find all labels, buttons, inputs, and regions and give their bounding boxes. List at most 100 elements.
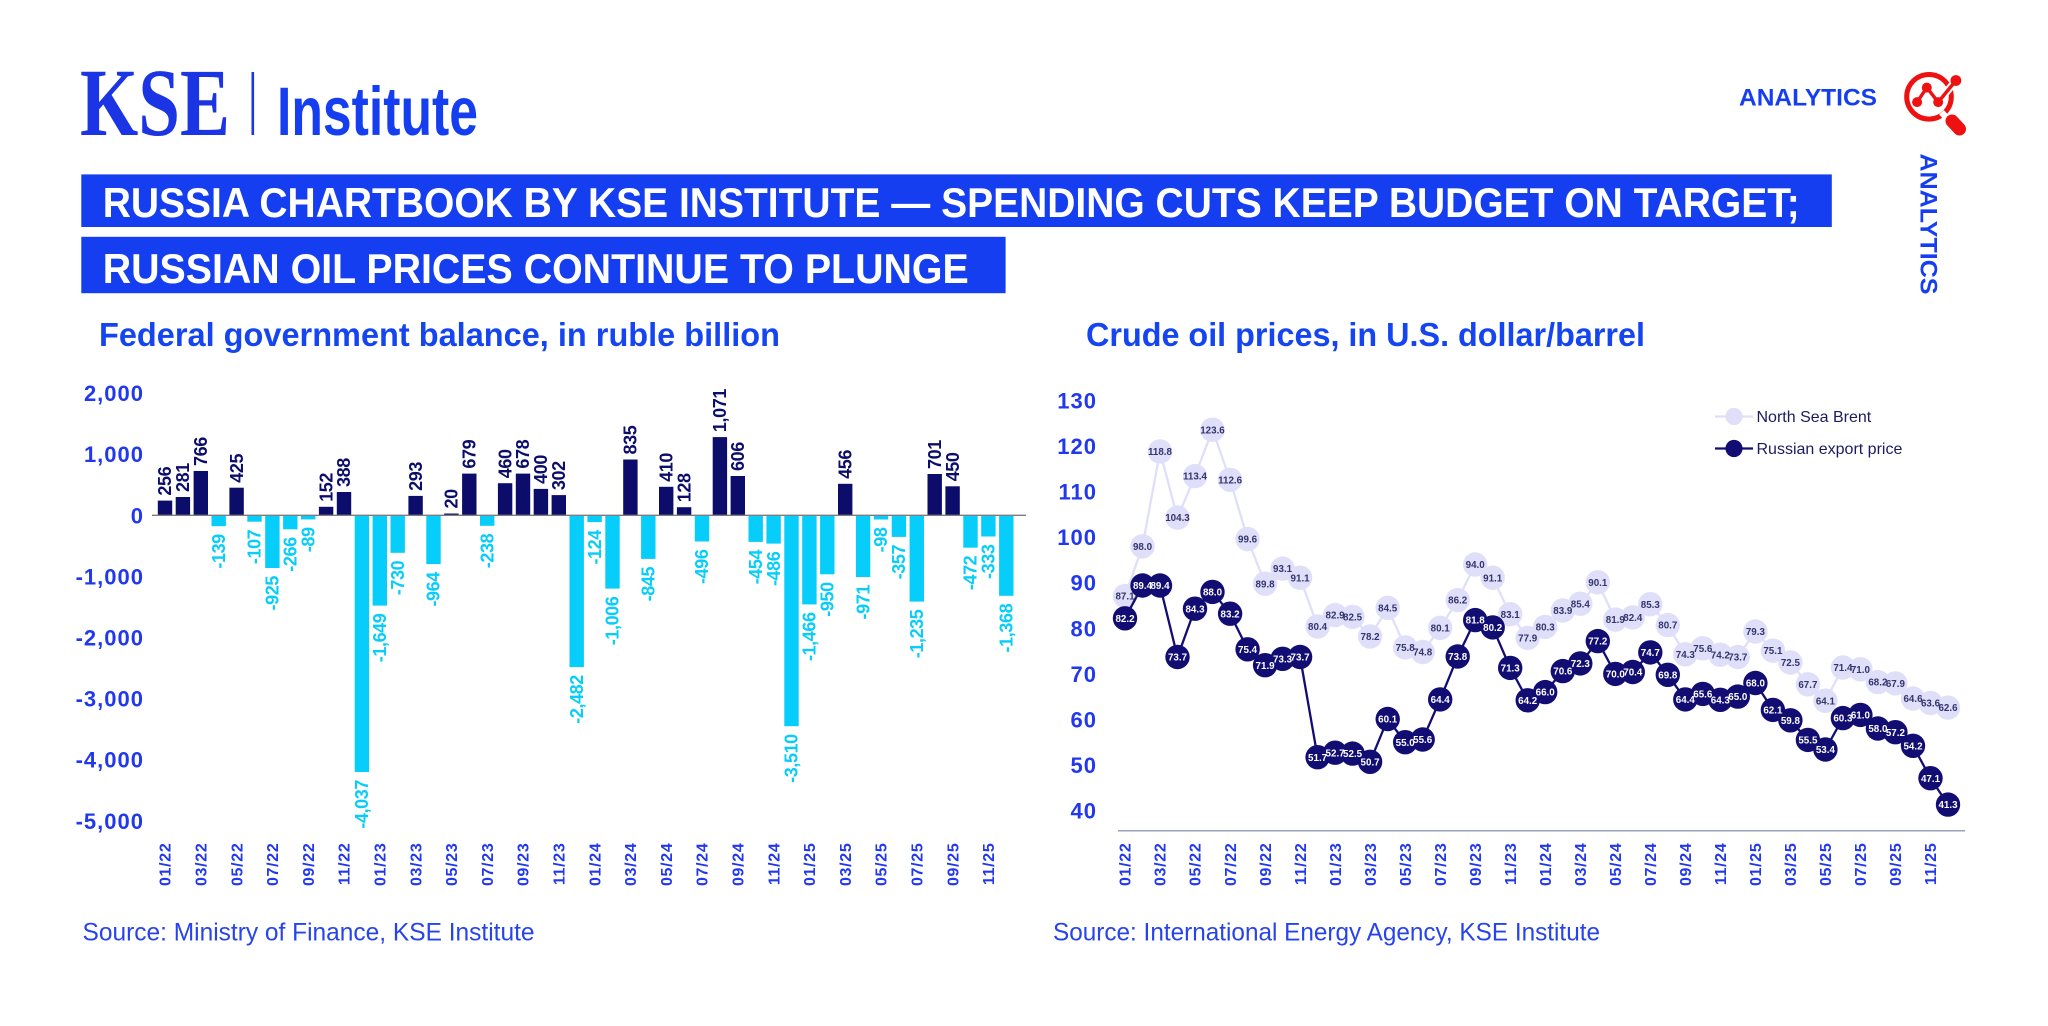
svg-text:293: 293	[406, 462, 426, 491]
svg-text:51.7: 51.7	[1308, 753, 1328, 764]
svg-text:-1,466: -1,466	[800, 612, 820, 661]
svg-text:03/25: 03/25	[838, 843, 855, 887]
svg-text:60: 60	[1071, 707, 1097, 732]
svg-text:835: 835	[621, 425, 641, 454]
svg-text:03/24: 03/24	[1573, 843, 1590, 887]
svg-text:73.7: 73.7	[1291, 653, 1311, 664]
svg-text:83.9: 83.9	[1553, 606, 1573, 617]
svg-text:-971: -971	[853, 585, 873, 620]
svg-text:65.6: 65.6	[1693, 690, 1713, 701]
svg-text:41.3: 41.3	[1938, 800, 1958, 811]
svg-text:North Sea Brent: North Sea Brent	[1757, 409, 1872, 426]
svg-text:82.2: 82.2	[1115, 614, 1135, 625]
svg-text:55.5: 55.5	[1798, 736, 1818, 747]
svg-text:07/23: 07/23	[480, 843, 497, 887]
svg-text:82.9: 82.9	[1326, 611, 1346, 622]
svg-text:63.6: 63.6	[1921, 699, 1941, 710]
svg-text:-3,000: -3,000	[76, 687, 144, 712]
svg-text:-1,000: -1,000	[76, 564, 144, 589]
svg-text:86.2: 86.2	[1448, 596, 1468, 607]
svg-text:55.6: 55.6	[1413, 735, 1433, 746]
svg-text:73.7: 73.7	[1728, 653, 1748, 664]
svg-text:RUSSIAN OIL PRICES CONTINUE TO: RUSSIAN OIL PRICES CONTINUE TO PLUNGE	[103, 245, 969, 292]
svg-text:Crude oil prices, in U.S. doll: Crude oil prices, in U.S. dollar/barrel	[1086, 316, 1645, 353]
svg-text:84.5: 84.5	[1378, 603, 1398, 614]
svg-text:73.3: 73.3	[1273, 654, 1293, 665]
svg-text:09/24: 09/24	[1678, 843, 1695, 887]
svg-text:-4,037: -4,037	[352, 780, 372, 829]
svg-text:80.1: 80.1	[1431, 623, 1451, 634]
svg-text:75.6: 75.6	[1693, 644, 1713, 655]
svg-text:03/25: 03/25	[1783, 843, 1800, 887]
svg-text:60.3: 60.3	[1833, 714, 1853, 725]
svg-text:-486: -486	[764, 551, 784, 586]
svg-text:73.8: 73.8	[1448, 652, 1468, 663]
svg-text:410: 410	[656, 453, 676, 482]
svg-text:-950: -950	[818, 582, 838, 617]
svg-text:89.4: 89.4	[1133, 581, 1153, 592]
svg-text:-925: -925	[263, 576, 283, 611]
svg-text:05/22: 05/22	[1188, 843, 1205, 887]
svg-text:74.8: 74.8	[1413, 648, 1433, 659]
svg-text:62.1: 62.1	[1763, 706, 1783, 717]
svg-text:74.2: 74.2	[1711, 650, 1731, 661]
svg-text:0: 0	[131, 503, 144, 528]
svg-text:Russian export price: Russian export price	[1757, 441, 1903, 458]
svg-text:456: 456	[835, 450, 855, 479]
svg-text:Source: Ministry of Finance, K: Source: Ministry of Finance, KSE Institu…	[83, 919, 535, 947]
svg-text:80.3: 80.3	[1536, 623, 1556, 634]
svg-text:-1,235: -1,235	[907, 609, 927, 658]
svg-text:82.5: 82.5	[1343, 613, 1363, 624]
svg-text:54.2: 54.2	[1903, 741, 1923, 752]
svg-text:87.1: 87.1	[1115, 592, 1135, 603]
svg-text:80: 80	[1071, 616, 1097, 641]
svg-text:05/22: 05/22	[229, 843, 246, 887]
svg-text:01/25: 01/25	[1748, 843, 1765, 887]
svg-text:75.8: 75.8	[1396, 643, 1416, 654]
svg-text:100: 100	[1057, 525, 1097, 550]
svg-text:70.4: 70.4	[1623, 668, 1643, 679]
svg-text:-357: -357	[889, 545, 909, 580]
svg-text:81.8: 81.8	[1466, 616, 1486, 627]
svg-text:50: 50	[1071, 753, 1097, 778]
svg-text:09/23: 09/23	[1468, 843, 1485, 887]
svg-text:40: 40	[1071, 799, 1097, 824]
svg-text:57.2: 57.2	[1886, 728, 1906, 739]
svg-text:450: 450	[943, 452, 963, 481]
svg-text:130: 130	[1057, 389, 1097, 414]
svg-text:64.4: 64.4	[1431, 695, 1451, 706]
svg-text:120: 120	[1057, 434, 1097, 459]
svg-text:83.2: 83.2	[1221, 609, 1241, 620]
svg-text:05/23: 05/23	[1398, 843, 1415, 887]
svg-text:59.8: 59.8	[1781, 716, 1801, 727]
svg-text:80.4: 80.4	[1308, 622, 1328, 633]
svg-text:07/23: 07/23	[1433, 843, 1450, 887]
svg-text:01/25: 01/25	[802, 843, 819, 887]
svg-text:01/23: 01/23	[373, 843, 390, 887]
svg-text:74.3: 74.3	[1676, 650, 1696, 661]
svg-text:-2,000: -2,000	[76, 626, 144, 651]
svg-text:62.6: 62.6	[1938, 703, 1958, 714]
svg-text:67.7: 67.7	[1798, 680, 1818, 691]
svg-text:70: 70	[1071, 662, 1097, 687]
svg-text:50.7: 50.7	[1361, 757, 1381, 768]
svg-text:118.8: 118.8	[1148, 447, 1173, 458]
svg-text:70.6: 70.6	[1553, 667, 1573, 678]
svg-text:78.2: 78.2	[1361, 632, 1381, 643]
svg-text:71.0: 71.0	[1851, 665, 1871, 676]
svg-text:09/24: 09/24	[731, 843, 748, 887]
svg-text:09/22: 09/22	[1258, 843, 1275, 887]
svg-text:90.1: 90.1	[1588, 578, 1608, 589]
svg-text:93.1: 93.1	[1273, 564, 1293, 575]
svg-text:-107: -107	[245, 529, 265, 564]
svg-text:79.3: 79.3	[1746, 627, 1766, 638]
svg-text:110: 110	[1059, 480, 1098, 505]
svg-text:85.4: 85.4	[1571, 599, 1591, 610]
svg-text:68.0: 68.0	[1746, 679, 1766, 690]
svg-text:679: 679	[460, 439, 480, 468]
svg-text:64.4: 64.4	[1676, 695, 1696, 706]
svg-text:84.3: 84.3	[1185, 604, 1205, 615]
svg-text:ANALYTICS: ANALYTICS	[1915, 154, 1942, 295]
svg-text:03/22: 03/22	[194, 843, 211, 887]
svg-text:72.5: 72.5	[1781, 658, 1801, 669]
